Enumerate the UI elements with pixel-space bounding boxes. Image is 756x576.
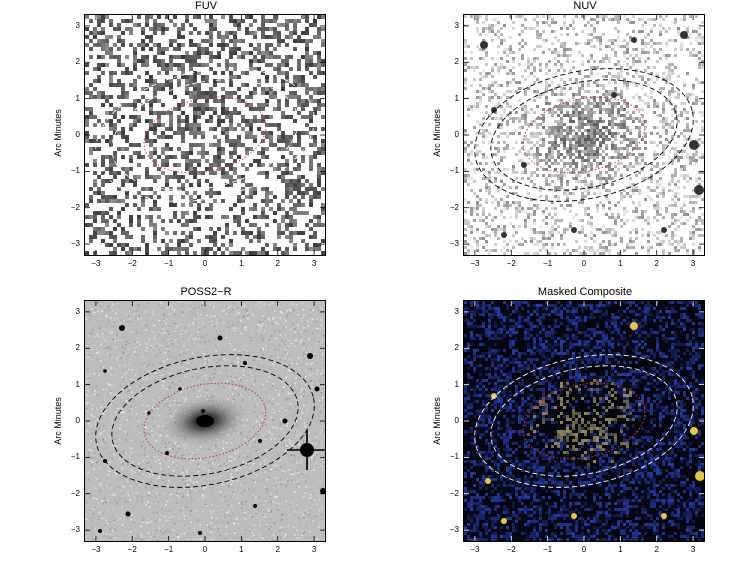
y-tick-label: −2 [70, 488, 80, 498]
y-tick-label: 0 [454, 130, 459, 139]
x-tick-label: −2 [127, 259, 137, 268]
x-tick-label: −1 [164, 545, 174, 554]
x-tick-label: −1 [164, 259, 174, 268]
x-tick-label: 1 [239, 545, 244, 554]
x-tick-label: −1 [543, 545, 553, 554]
y-tick-label: 3 [454, 20, 459, 30]
y-tick-label: 1 [75, 93, 80, 103]
y-tick-label: −2 [449, 202, 459, 212]
y-tick-label: 3 [75, 20, 80, 30]
x-tick-label: −3 [91, 545, 101, 554]
y-tick-label: −3 [449, 239, 459, 249]
image-frame [463, 300, 705, 542]
y-tick-label: 2 [75, 343, 80, 353]
y-tick-label: 1 [454, 379, 459, 389]
y-tick-label: 0 [75, 130, 80, 139]
y-tick-label: 2 [454, 57, 459, 67]
y-tick-label: −1 [449, 166, 459, 176]
x-tick-label: 2 [275, 545, 280, 554]
y-tick-label: −3 [70, 525, 80, 535]
y-tick-label: 0 [454, 416, 459, 425]
y-tick-label: −1 [70, 452, 80, 462]
x-tick-label: 0 [581, 545, 587, 554]
y-tick-label: −1 [70, 166, 80, 176]
y-axis-label: Arc Minutes [431, 397, 442, 445]
panel-title: Masked Composite [537, 286, 633, 298]
x-tick-label: 2 [275, 259, 280, 268]
y-tick-label: 2 [75, 57, 80, 67]
panel-title: POSS2−R [180, 286, 232, 298]
panel-title: FUV [195, 0, 217, 12]
panel-title: NUV [573, 0, 597, 12]
y-axis-label: Arc Minutes [52, 109, 63, 157]
x-tick-label: 2 [654, 259, 659, 268]
x-tick-label: −2 [506, 545, 516, 554]
nuv-image [464, 15, 704, 255]
composite-image [464, 301, 704, 541]
x-tick-label: 1 [618, 259, 623, 268]
x-tick-label: 1 [618, 545, 623, 554]
x-tick-label: 0 [202, 545, 208, 554]
x-tick-label: −3 [470, 259, 480, 268]
x-tick-label: 3 [311, 259, 317, 268]
panel-fuv: FUV Arc Minutes −3 −2 −1 0 1 2 3 3 2 1 0 −1 −2 −3 [26, 0, 386, 288]
poss-image [85, 301, 325, 541]
y-tick-label: −2 [70, 202, 80, 212]
x-tick-label: 2 [654, 545, 659, 554]
y-tick-label: 1 [75, 379, 80, 389]
panel-nuv: NUV Arc Minutes −3 −2 −1 0 1 2 3 3 2 1 0 −1 −2 −3 [405, 0, 756, 288]
x-tick-label: −3 [470, 545, 480, 554]
y-axis-label: Arc Minutes [431, 109, 442, 157]
y-tick-label: 1 [454, 93, 459, 103]
image-frame [84, 14, 326, 256]
x-tick-label: −3 [91, 259, 101, 268]
image-frame [463, 14, 705, 256]
x-tick-label: 1 [239, 259, 244, 268]
y-tick-label: 3 [454, 306, 459, 316]
x-tick-label: −1 [543, 259, 553, 268]
x-tick-label: −2 [127, 545, 137, 554]
y-tick-label: −1 [449, 452, 459, 462]
x-tick-label: 0 [202, 259, 208, 268]
fuv-image [85, 15, 325, 255]
panel-masked-composite: Masked Composite Arc Minutes −3 −2 −1 0 1 2 3 … [405, 286, 756, 574]
y-tick-label: 3 [75, 306, 80, 316]
y-tick-label: 2 [454, 343, 459, 353]
y-axis-label: Arc Minutes [52, 397, 63, 445]
y-tick-label: −3 [449, 525, 459, 535]
y-tick-label: −2 [449, 488, 459, 498]
x-tick-label: −2 [506, 259, 516, 268]
y-tick-label: 0 [75, 416, 80, 425]
x-tick-label: 3 [690, 259, 696, 268]
image-frame [84, 300, 326, 542]
x-tick-label: 0 [581, 259, 587, 268]
y-tick-label: −3 [70, 239, 80, 249]
x-tick-label: 3 [690, 545, 696, 554]
panel-poss2-r: POSS2−R Arc Minutes −3 −2 −1 0 1 2 3 3 2 1 0 −1 −2 −… [26, 286, 386, 574]
x-tick-label: 3 [311, 545, 317, 554]
